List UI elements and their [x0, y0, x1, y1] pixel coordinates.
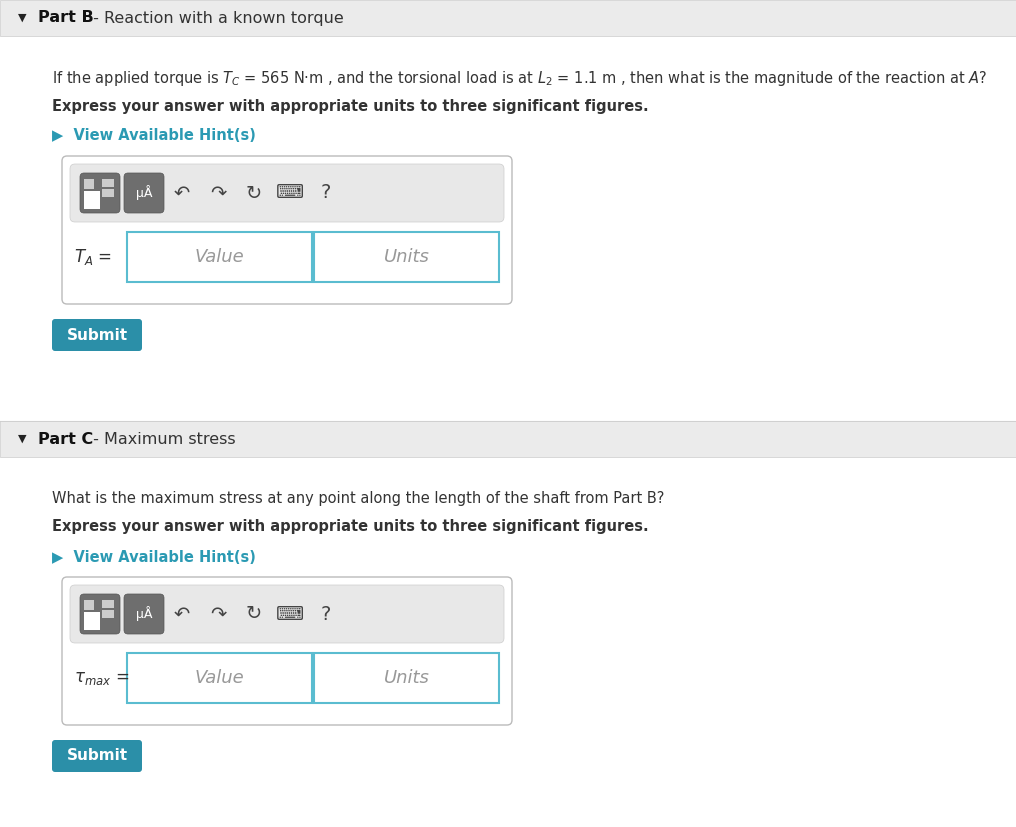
Bar: [84, 191, 100, 209]
Text: Part C: Part C: [38, 432, 93, 447]
Text: ?: ?: [321, 184, 331, 203]
Text: - Maximum stress: - Maximum stress: [88, 432, 236, 447]
Text: Units: Units: [384, 669, 430, 687]
Text: Submit: Submit: [66, 748, 128, 763]
FancyBboxPatch shape: [124, 173, 164, 213]
Text: ⌨: ⌨: [276, 605, 304, 624]
FancyBboxPatch shape: [70, 164, 504, 222]
FancyBboxPatch shape: [52, 319, 142, 351]
Text: - Reaction with a known torque: - Reaction with a known torque: [88, 11, 343, 26]
Text: ↶: ↶: [174, 605, 190, 624]
Bar: [0, 0, 1016, 36]
Text: μÅ: μÅ: [136, 185, 152, 200]
Bar: [102, 610, 114, 618]
Text: ⌨: ⌨: [276, 184, 304, 203]
Bar: [0, 457, 1016, 827]
FancyBboxPatch shape: [80, 594, 120, 634]
FancyBboxPatch shape: [62, 577, 512, 725]
FancyBboxPatch shape: [124, 594, 164, 634]
FancyBboxPatch shape: [62, 156, 512, 304]
Text: $\tau_{max}$ =: $\tau_{max}$ =: [74, 669, 129, 687]
Bar: [84, 612, 100, 630]
Bar: [84, 600, 94, 610]
Text: μÅ: μÅ: [136, 606, 152, 621]
Bar: [102, 179, 114, 187]
Text: ↻: ↻: [246, 184, 262, 203]
Text: Units: Units: [384, 248, 430, 266]
Bar: [127, 653, 312, 703]
Bar: [0, 36, 1016, 421]
Text: What is the maximum stress at any point along the length of the shaft from Part : What is the maximum stress at any point …: [52, 491, 664, 506]
Text: ▶  View Available Hint(s): ▶ View Available Hint(s): [52, 128, 256, 144]
Text: Value: Value: [195, 669, 245, 687]
Text: ↶: ↶: [174, 184, 190, 203]
Bar: [102, 189, 114, 197]
FancyBboxPatch shape: [80, 173, 120, 213]
Text: ?: ?: [321, 605, 331, 624]
Text: Submit: Submit: [66, 327, 128, 342]
Text: ▼: ▼: [17, 434, 26, 444]
Bar: [314, 653, 499, 703]
Text: Value: Value: [195, 248, 245, 266]
Text: Express your answer with appropriate units to three significant figures.: Express your answer with appropriate uni…: [52, 519, 648, 534]
Text: $T_A$ =: $T_A$ =: [74, 247, 112, 267]
Text: Express your answer with appropriate units to three significant figures.: Express your answer with appropriate uni…: [52, 98, 648, 113]
Bar: [127, 232, 312, 282]
Text: ↷: ↷: [210, 605, 227, 624]
Bar: [0, 421, 1016, 457]
Text: ↻: ↻: [246, 605, 262, 624]
Text: ▶  View Available Hint(s): ▶ View Available Hint(s): [52, 549, 256, 565]
FancyBboxPatch shape: [70, 585, 504, 643]
Text: ↷: ↷: [210, 184, 227, 203]
Bar: [84, 179, 94, 189]
Text: Part B: Part B: [38, 11, 93, 26]
Bar: [314, 232, 499, 282]
Bar: [102, 600, 114, 608]
FancyBboxPatch shape: [52, 740, 142, 772]
Text: ▼: ▼: [17, 13, 26, 23]
Text: If the applied torque is $\mathit{T_C}$ = 565 N·m , and the torsional load is at: If the applied torque is $\mathit{T_C}$ …: [52, 69, 988, 88]
